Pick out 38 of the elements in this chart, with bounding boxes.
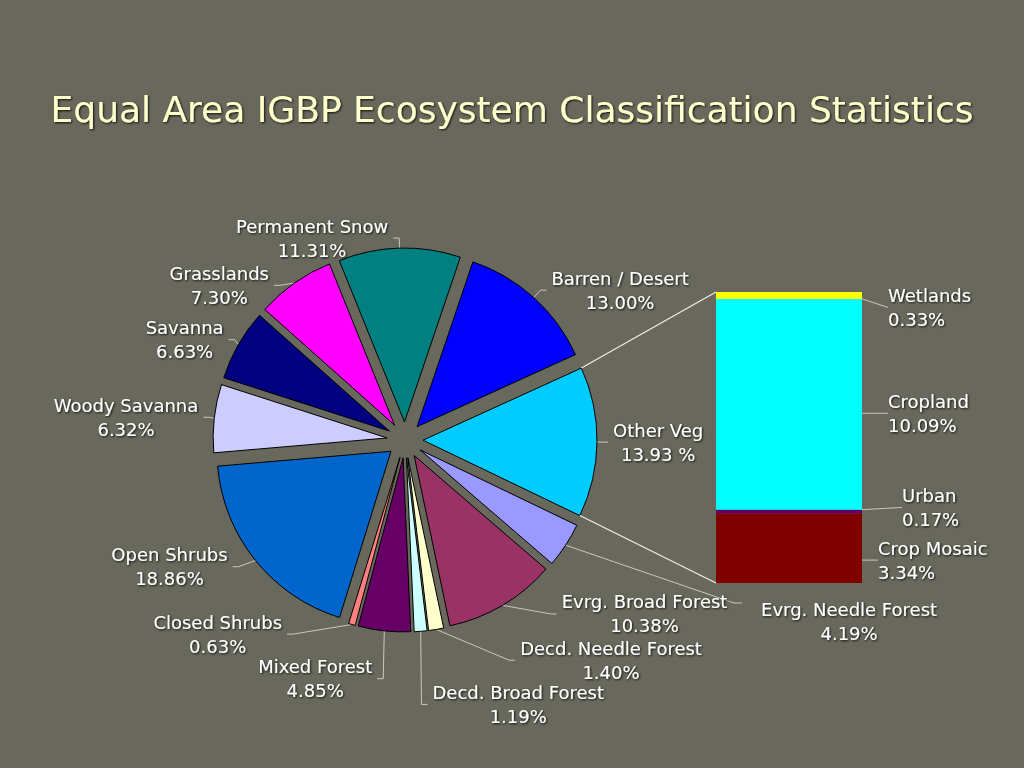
slice-label: Decd. Needle Forest [520,637,702,659]
slice-label: Evrg. Broad Forest [561,591,728,613]
data-label: 0.33% [888,308,946,330]
data-label: 13.00% [585,291,655,313]
series-label: Wetlands [888,284,972,306]
slice-label: Evrg. Needle Forest [761,599,938,621]
slice-label: Woody Savanna [53,394,199,416]
data-label: 10.09% [888,414,957,436]
data-label: 6.32% [97,418,155,440]
data-label: 10.38% [610,615,679,637]
slice-label: Open Shrubs [111,544,228,566]
data-label: 11.31% [277,239,347,261]
data-label: 3.34% [878,561,936,583]
slice-label: Permanent Snow [236,215,389,237]
series-label: Cropland [888,390,969,412]
slice-label: Closed Shrubs [153,611,283,633]
slice-label: Mixed Forest [258,656,373,678]
data-label: 1.40% [582,661,640,683]
chart-title: Equal Area IGBP Ecosystem Classification Statistics [50,88,974,130]
data-label: 4.19% [820,623,878,645]
slice-label: Other Veg [612,419,704,441]
series-label: Crop Mosaic [878,537,988,559]
slice-label: Barren / Desert [551,267,689,289]
slice-label: Decd. Broad Forest [432,681,604,703]
bar [716,292,862,299]
data-label: 1.19% [489,705,547,727]
bar [716,513,862,583]
data-label: 7.30% [190,286,248,308]
bar [716,298,862,510]
data-label: 13.93 % [620,443,696,465]
slice-label: Grasslands [169,262,269,284]
data-label: 4.85% [286,680,344,702]
data-label: 0.17% [902,508,960,530]
data-label: 0.63% [189,635,247,657]
data-label: 18.86% [135,568,204,590]
slice-label: Savanna [145,317,224,339]
text: Urban [902,484,957,506]
data-label: 6.63% [156,341,214,363]
